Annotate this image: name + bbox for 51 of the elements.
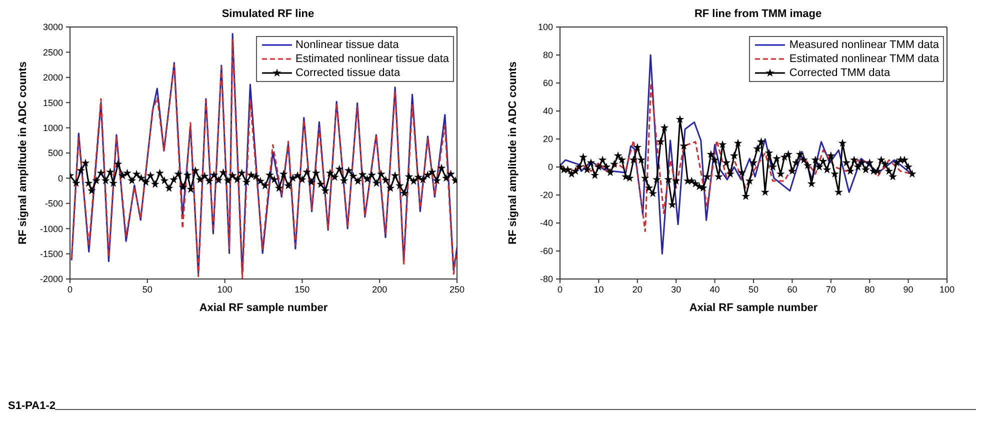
y-tick-label: 2000 xyxy=(42,72,63,83)
x-tick-label: 80 xyxy=(864,284,875,294)
y-tick-label: -20 xyxy=(540,190,553,200)
y-tick-label: 0 xyxy=(548,162,553,172)
y-tick-label: 1500 xyxy=(42,98,63,108)
x-tick-label: 100 xyxy=(939,284,955,294)
x-tick-label: 100 xyxy=(217,284,232,294)
legend-label: Measured nonlinear TMM data xyxy=(789,39,939,51)
x-tick-label: 40 xyxy=(710,284,720,294)
y-tick-label: 40 xyxy=(542,106,553,116)
y-axis-title: RF signal amplitude in ADC counts xyxy=(506,62,519,244)
y-tick-label: -1500 xyxy=(40,248,63,259)
chart-title: Simulated RF line xyxy=(220,8,316,22)
y-tick-label: 1000 xyxy=(42,122,63,133)
y-tick-label: -40 xyxy=(540,218,553,228)
x-tick-label: 0 xyxy=(67,284,73,294)
x-tick-label: 0 xyxy=(557,284,563,294)
x-tick-label: 50 xyxy=(748,284,759,294)
x-tick-label: 60 xyxy=(787,284,798,294)
legend-label: Corrected TMM data xyxy=(789,67,890,79)
x-tick-label: 200 xyxy=(372,284,388,294)
y-tick-label: 20 xyxy=(542,134,553,144)
x-tick-label: 50 xyxy=(142,284,152,294)
y-tick-label: 60 xyxy=(542,78,553,88)
x-tick-label: 150 xyxy=(294,284,310,294)
y-tick-label: -60 xyxy=(540,246,553,256)
y-tick-label: 3000 xyxy=(42,22,63,32)
y-tick-label: -1000 xyxy=(40,224,63,234)
y-tick-label: 80 xyxy=(542,50,553,60)
x-tick-label: 90 xyxy=(903,284,914,294)
y-tick-label: 2500 xyxy=(42,47,63,58)
legend-label: Nonlinear tissue data xyxy=(296,39,399,51)
y-tick-label: 500 xyxy=(48,148,63,158)
legend-label: Corrected tissue data xyxy=(296,67,400,79)
x-tick-label: 70 xyxy=(826,284,836,294)
chart-title: RF line from TMM image xyxy=(693,8,823,22)
legend-label: Estimated nonlinear tissue data xyxy=(296,53,449,65)
x-axis-title: Axial RF sample number xyxy=(199,302,328,314)
x-tick-label: 250 xyxy=(449,284,465,294)
x-tick-label: 30 xyxy=(671,284,682,294)
y-tick-label: 100 xyxy=(538,22,553,32)
y-tick-label: -500 xyxy=(44,198,63,209)
y-tick-label: -80 xyxy=(540,274,553,284)
x-axis-title: Axial RF sample number xyxy=(689,302,818,314)
y-tick-label: -2000 xyxy=(40,274,63,284)
x-tick-label: 20 xyxy=(632,284,642,294)
legend-label: Estimated nonlinear TMM data xyxy=(789,53,939,65)
x-tick-label: 10 xyxy=(594,284,604,294)
text: S1-PA1-2 xyxy=(8,400,56,412)
y-axis-title: RF signal amplitude in ADC counts xyxy=(16,62,29,244)
y-tick-label: 0 xyxy=(58,173,63,184)
